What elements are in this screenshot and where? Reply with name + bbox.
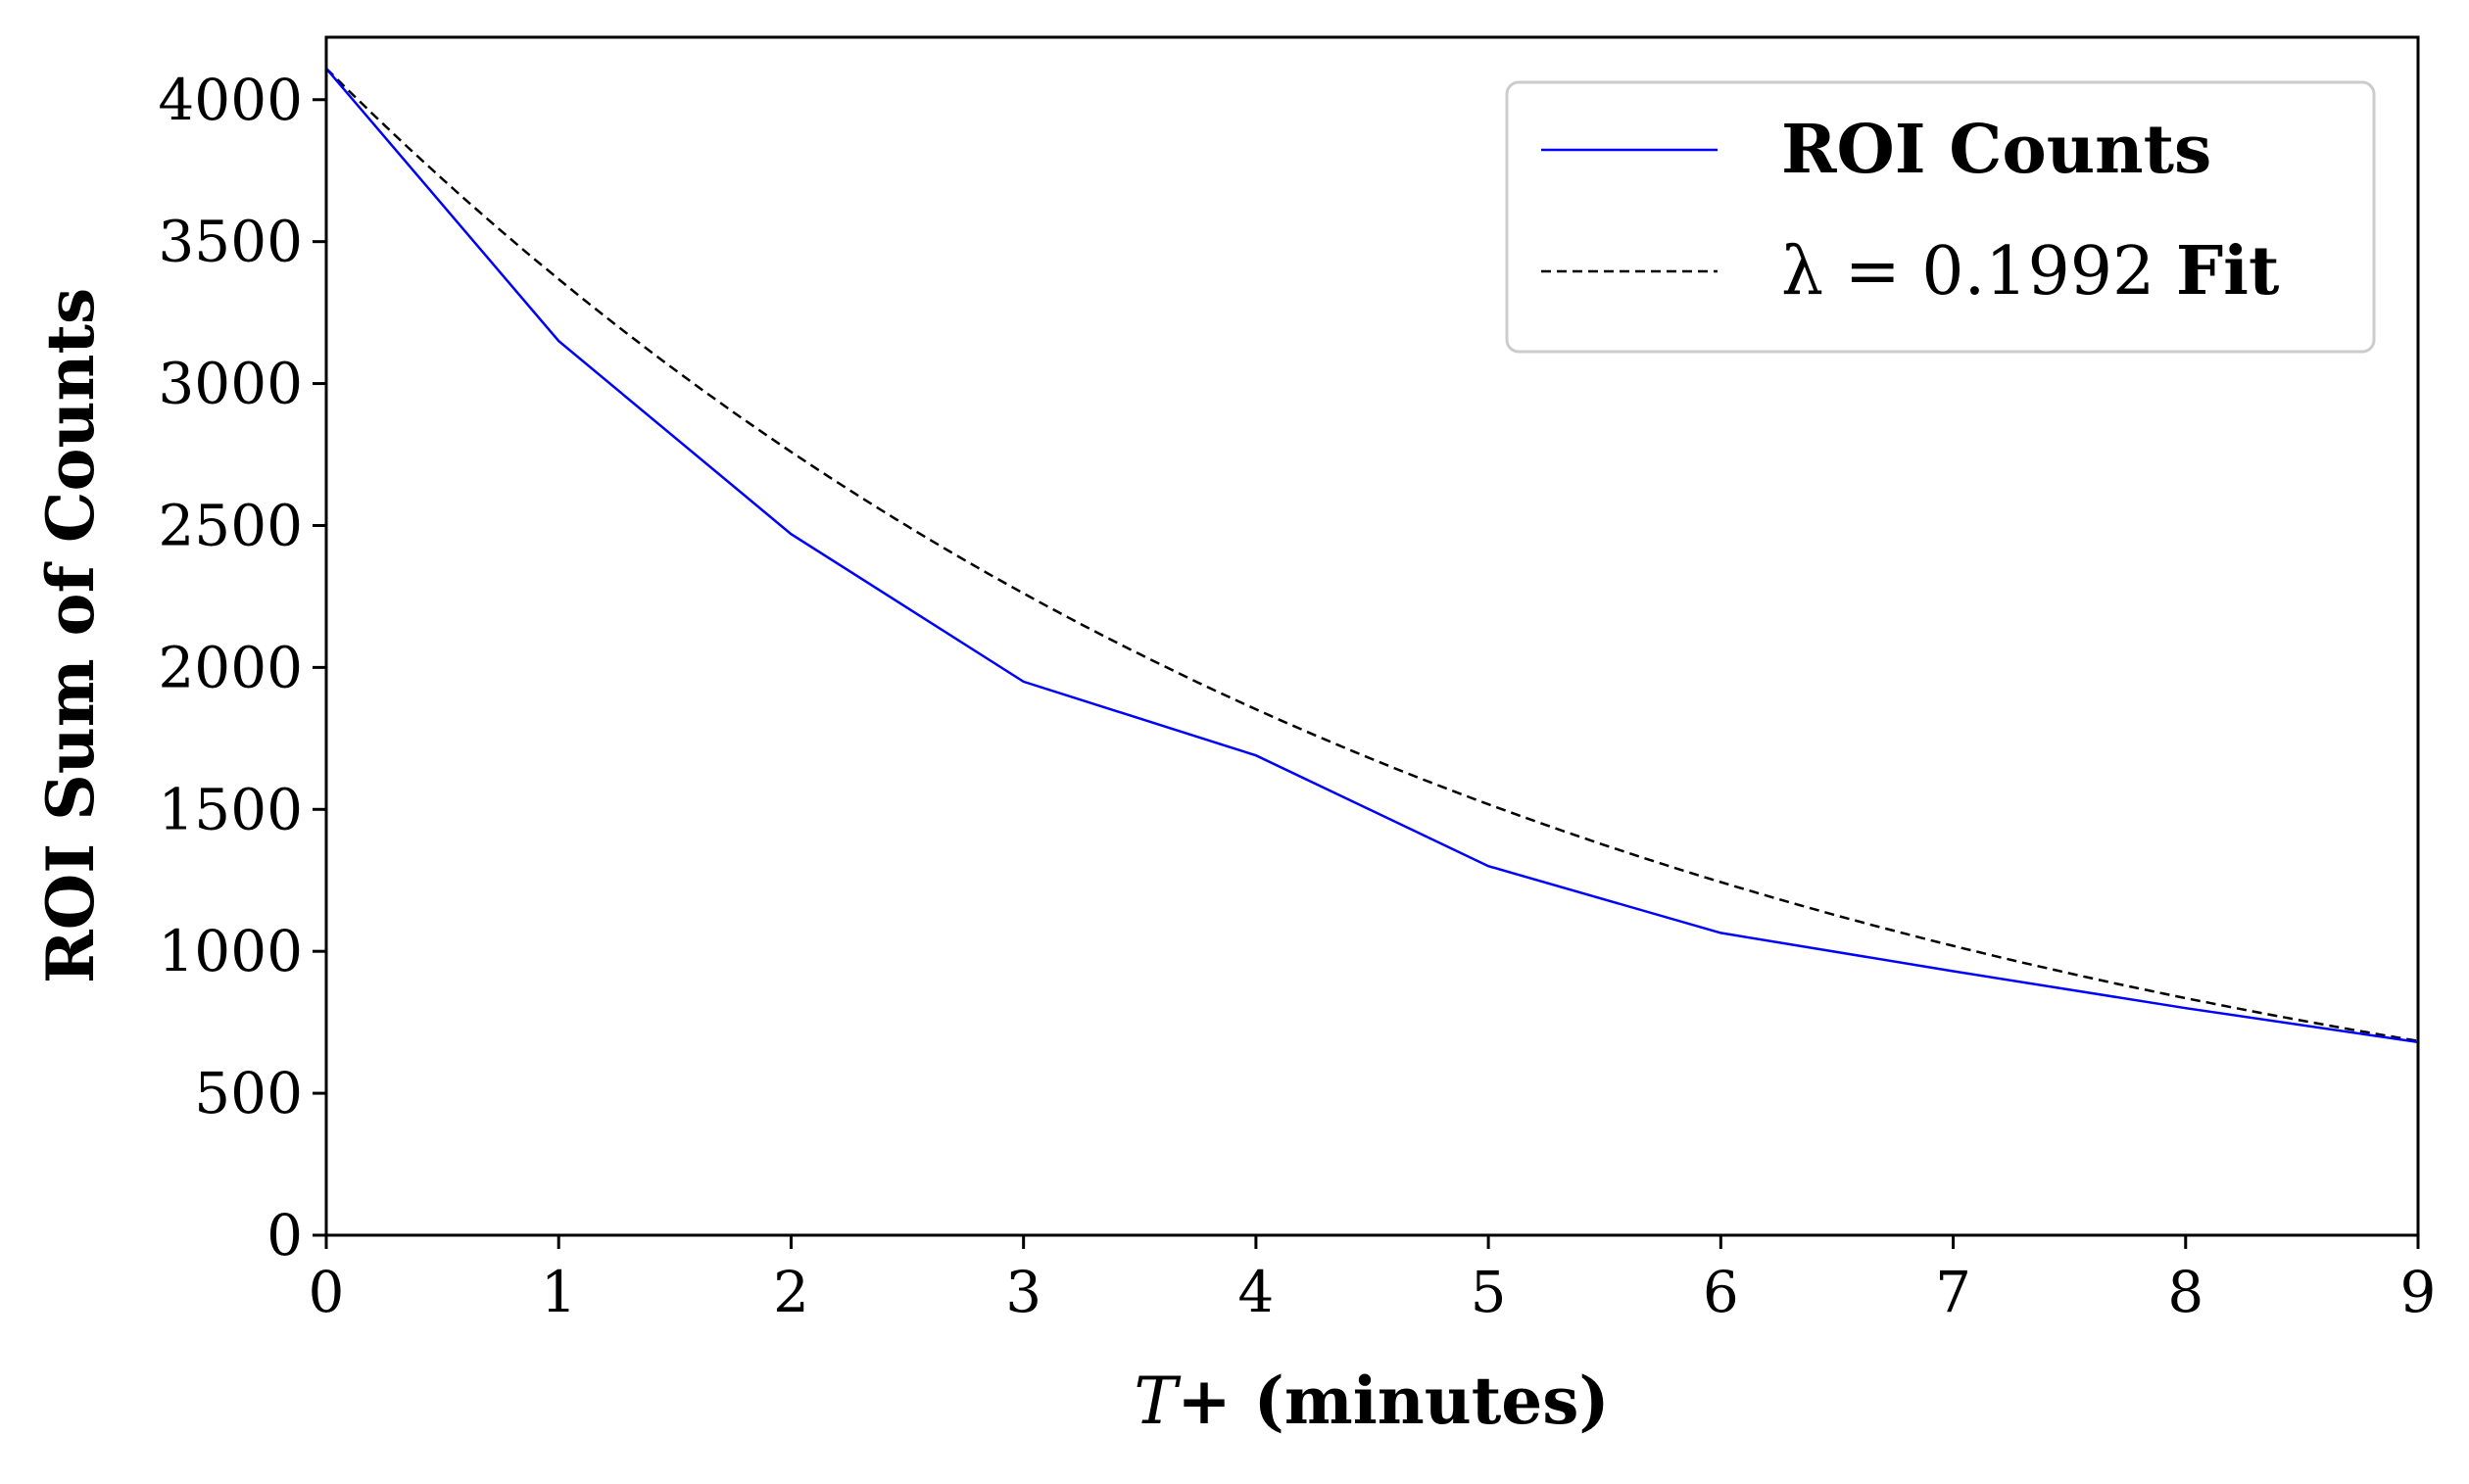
y-tick-label-1500: 1500 — [158, 776, 303, 842]
y-tick-label-500: 500 — [194, 1060, 303, 1126]
x-tick-label-8: 8 — [2167, 1259, 2203, 1325]
x-tick-label-4: 4 — [1237, 1259, 1274, 1325]
data-point-roi-counts-6 — [1718, 930, 1723, 935]
y-tick-label-3500: 3500 — [158, 209, 303, 275]
y-tick-label-1000: 1000 — [158, 918, 303, 984]
legend-label-fit-bold: Fit — [2176, 232, 2280, 311]
y-tick-label-3000: 3000 — [158, 351, 303, 417]
x-axis-label-italic: T — [1134, 1364, 1182, 1439]
x-tick-label-5: 5 — [1471, 1259, 1507, 1325]
x-tick-label-3: 3 — [1005, 1259, 1041, 1325]
x-tick-label-0: 0 — [309, 1259, 345, 1325]
legend: ROI Counts λ = 0.1992 Fit — [1505, 80, 2376, 354]
x-axis-label: T+ (minutes) — [1134, 1363, 1609, 1439]
y-tick-label-4000: 4000 — [158, 67, 303, 133]
data-point-roi-counts-7 — [1951, 969, 1957, 975]
x-tick-label-6: 6 — [1703, 1259, 1739, 1325]
legend-box — [1505, 80, 2376, 354]
x-axis-label-rest: + (minutes) — [1177, 1363, 1609, 1439]
y-axis-label: ROI Sum of Counts — [32, 288, 109, 983]
data-point-roi-counts-1 — [556, 338, 561, 344]
plot-layer — [325, 68, 2419, 1044]
data-point-roi-counts-8 — [2183, 1005, 2189, 1011]
y-tick-label-2500: 2500 — [158, 492, 303, 558]
x-tick-label-7: 7 — [1935, 1259, 1971, 1325]
y-axis-ticks: 0 500 1000 1500 2000 2500 3000 3500 4000 — [158, 67, 326, 1269]
data-point-roi-counts-3 — [1021, 679, 1027, 685]
x-tick-label-2: 2 — [773, 1259, 809, 1325]
x-tick-label-1: 1 — [541, 1259, 577, 1325]
data-point-roi-counts-4 — [1253, 752, 1259, 758]
data-point-roi-counts-5 — [1485, 863, 1491, 869]
data-point-roi-counts-2 — [788, 531, 794, 537]
y-tick-label-0: 0 — [266, 1202, 303, 1269]
legend-label-fit: λ = 0.1992 Fit — [1781, 232, 2280, 311]
series-line-roi-counts — [325, 68, 2419, 1044]
y-tick-label-2000: 2000 — [158, 634, 303, 700]
x-tick-label-9: 9 — [2400, 1259, 2437, 1325]
series-line-fit — [325, 68, 2419, 1042]
plot-frame — [324, 35, 2420, 1237]
x-axis-ticks: 0 1 2 3 4 5 6 7 8 9 — [309, 1235, 2437, 1325]
legend-label-fit-prefix: λ = 0.1992 — [1781, 233, 2176, 311]
legend-label-roi-counts: ROI Counts — [1781, 111, 2211, 189]
